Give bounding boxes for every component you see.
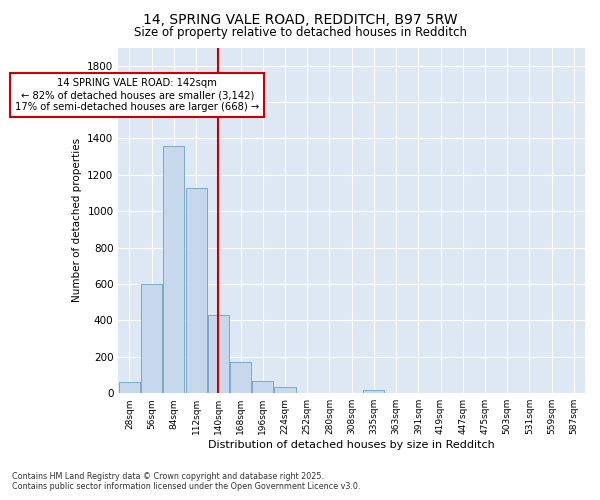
Bar — [163, 146, 184, 393]
Bar — [119, 382, 140, 393]
Bar — [208, 315, 229, 393]
Y-axis label: Number of detached properties: Number of detached properties — [71, 138, 82, 302]
Bar — [185, 188, 206, 393]
Bar — [141, 284, 162, 393]
Bar — [274, 387, 296, 393]
Bar — [230, 362, 251, 393]
Bar — [252, 382, 274, 393]
Bar — [364, 390, 385, 393]
X-axis label: Distribution of detached houses by size in Redditch: Distribution of detached houses by size … — [208, 440, 495, 450]
Text: Size of property relative to detached houses in Redditch: Size of property relative to detached ho… — [133, 26, 467, 39]
Text: Contains HM Land Registry data © Crown copyright and database right 2025.
Contai: Contains HM Land Registry data © Crown c… — [12, 472, 361, 491]
Text: 14, SPRING VALE ROAD, REDDITCH, B97 5RW: 14, SPRING VALE ROAD, REDDITCH, B97 5RW — [143, 12, 457, 26]
Text: 14 SPRING VALE ROAD: 142sqm
← 82% of detached houses are smaller (3,142)
17% of : 14 SPRING VALE ROAD: 142sqm ← 82% of det… — [15, 78, 259, 112]
